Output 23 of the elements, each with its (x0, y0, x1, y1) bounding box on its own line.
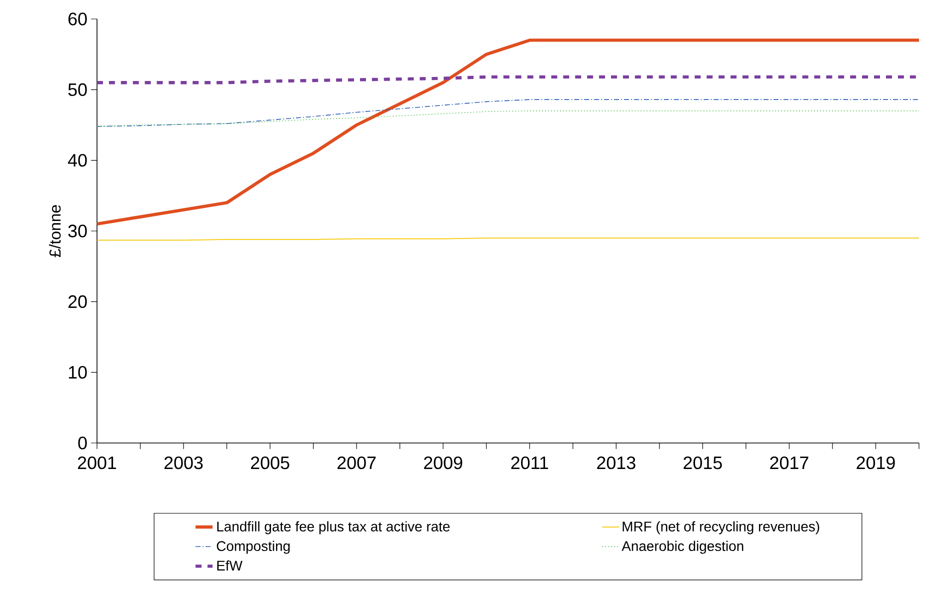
y-tick-label: 50 (68, 83, 87, 96)
x-tick-label: 2015 (684, 456, 722, 470)
legend-label: Landfill gate fee plus tax at active rate (217, 521, 450, 534)
legend-label: EfW (217, 560, 242, 570)
x-tick-label: 2019 (856, 456, 895, 470)
y-tick-label: 60 (68, 12, 87, 26)
legend-label: Anaerobic digestion (622, 540, 744, 554)
y-tick-label: 0 (78, 436, 87, 450)
y-tick-label: 20 (68, 295, 87, 308)
y-tick-label: 30 (68, 224, 87, 238)
legend-label: Composting (216, 540, 290, 554)
x-tick-label: 2013 (597, 456, 636, 470)
x-tick-label: 2005 (251, 456, 290, 470)
x-tick-label: 2003 (164, 456, 203, 470)
legend-label: MRF (net of recycling revenues) (622, 521, 820, 534)
x-tick-label: 2011 (511, 456, 548, 470)
x-tick-label: 2001 (78, 456, 116, 470)
x-tick-label: 2009 (424, 456, 462, 470)
y-tick-label: 10 (68, 366, 87, 379)
y-axis-title: £/tonne (49, 205, 61, 258)
x-tick-label: 2017 (770, 456, 808, 470)
x-tick-label: 2007 (338, 456, 376, 470)
y-tick-label: 40 (68, 154, 87, 167)
